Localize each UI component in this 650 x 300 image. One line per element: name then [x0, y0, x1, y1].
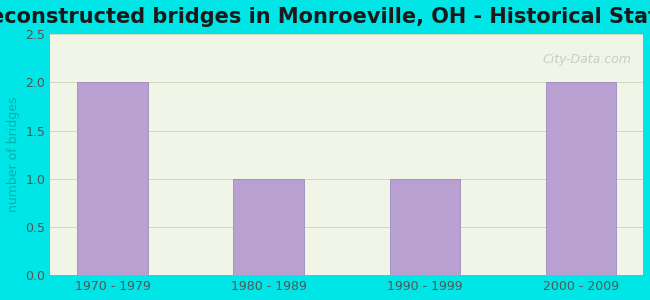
Title: Reconstructed bridges in Monroeville, OH - Historical Statistics: Reconstructed bridges in Monroeville, OH… — [0, 7, 650, 27]
Bar — [389, 179, 460, 275]
Y-axis label: number of bridges: number of bridges — [7, 97, 20, 212]
Bar — [546, 82, 616, 275]
Bar — [233, 179, 304, 275]
Text: City-Data.com: City-Data.com — [542, 53, 631, 66]
Bar — [77, 82, 148, 275]
